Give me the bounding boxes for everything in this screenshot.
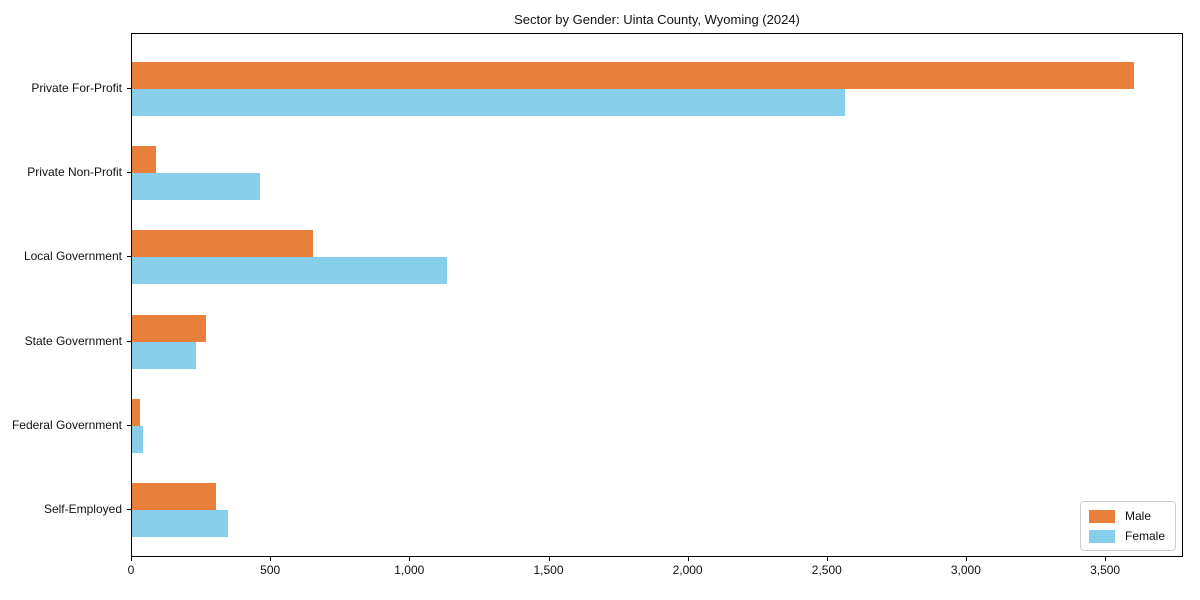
x-tick-label: 3,000	[950, 563, 981, 577]
x-tick-label: 1,000	[394, 563, 425, 577]
bar-male-local-government	[132, 230, 313, 258]
x-tick-label: 0	[127, 563, 135, 577]
legend: Male Female	[1079, 501, 1176, 551]
chart-title: Sector by Gender: Uinta County, Wyoming …	[514, 12, 800, 27]
female-swatch-icon	[1088, 529, 1115, 543]
y-tick-mark	[127, 424, 131, 426]
x-tick-mark	[965, 557, 967, 561]
x-tick-label: 2,000	[672, 563, 703, 577]
x-tick-label: 500	[260, 563, 281, 577]
x-tick-mark	[687, 557, 689, 561]
bar-female-local-government	[132, 257, 447, 285]
y-tick-mark	[127, 340, 131, 342]
bar-female-private-for-profit	[132, 89, 845, 116]
bar-male-federal-government	[132, 398, 141, 426]
y-tick-mark	[127, 88, 131, 89]
bar-male-private-for-profit	[132, 62, 1134, 89]
legend-label-male: Male	[1124, 509, 1151, 523]
bar-female-state-government	[132, 341, 196, 369]
x-tick-label: 2,500	[811, 563, 842, 577]
x-tick-mark	[409, 557, 411, 561]
y-tick-mark	[127, 509, 131, 510]
y-axis-label: State Government	[24, 333, 122, 348]
y-axis-label: Local Government	[23, 249, 122, 264]
y-tick-mark	[127, 172, 131, 174]
legend-item-female: Female	[1088, 529, 1165, 543]
bar-female-private-non-profit	[132, 173, 260, 201]
y-axis-label: Private Non-Profit	[27, 165, 122, 180]
x-tick-mark	[1105, 557, 1107, 561]
male-swatch-icon	[1088, 509, 1115, 523]
bar-male-state-government	[132, 314, 206, 342]
legend-item-male: Male	[1088, 509, 1165, 523]
legend-label-female: Female	[1124, 529, 1165, 543]
y-axis-label: Self-Employed	[43, 502, 122, 516]
plot-area: Male Female	[131, 33, 1183, 557]
bar-male-self-employed	[132, 483, 216, 510]
bar-female-federal-government	[132, 425, 144, 453]
x-tick-mark	[548, 557, 550, 561]
x-tick-mark	[270, 557, 272, 561]
x-tick-label: 3,500	[1090, 563, 1121, 577]
y-axis-label: Private For-Profit	[31, 81, 122, 95]
x-tick-mark	[131, 557, 132, 561]
x-tick-label: 1,500	[533, 563, 564, 577]
bar-male-private-non-profit	[132, 146, 156, 174]
x-tick-mark	[826, 557, 828, 561]
y-tick-mark	[127, 256, 131, 258]
y-axis-label: Federal Government	[11, 417, 122, 432]
bar-female-self-employed	[132, 510, 228, 537]
